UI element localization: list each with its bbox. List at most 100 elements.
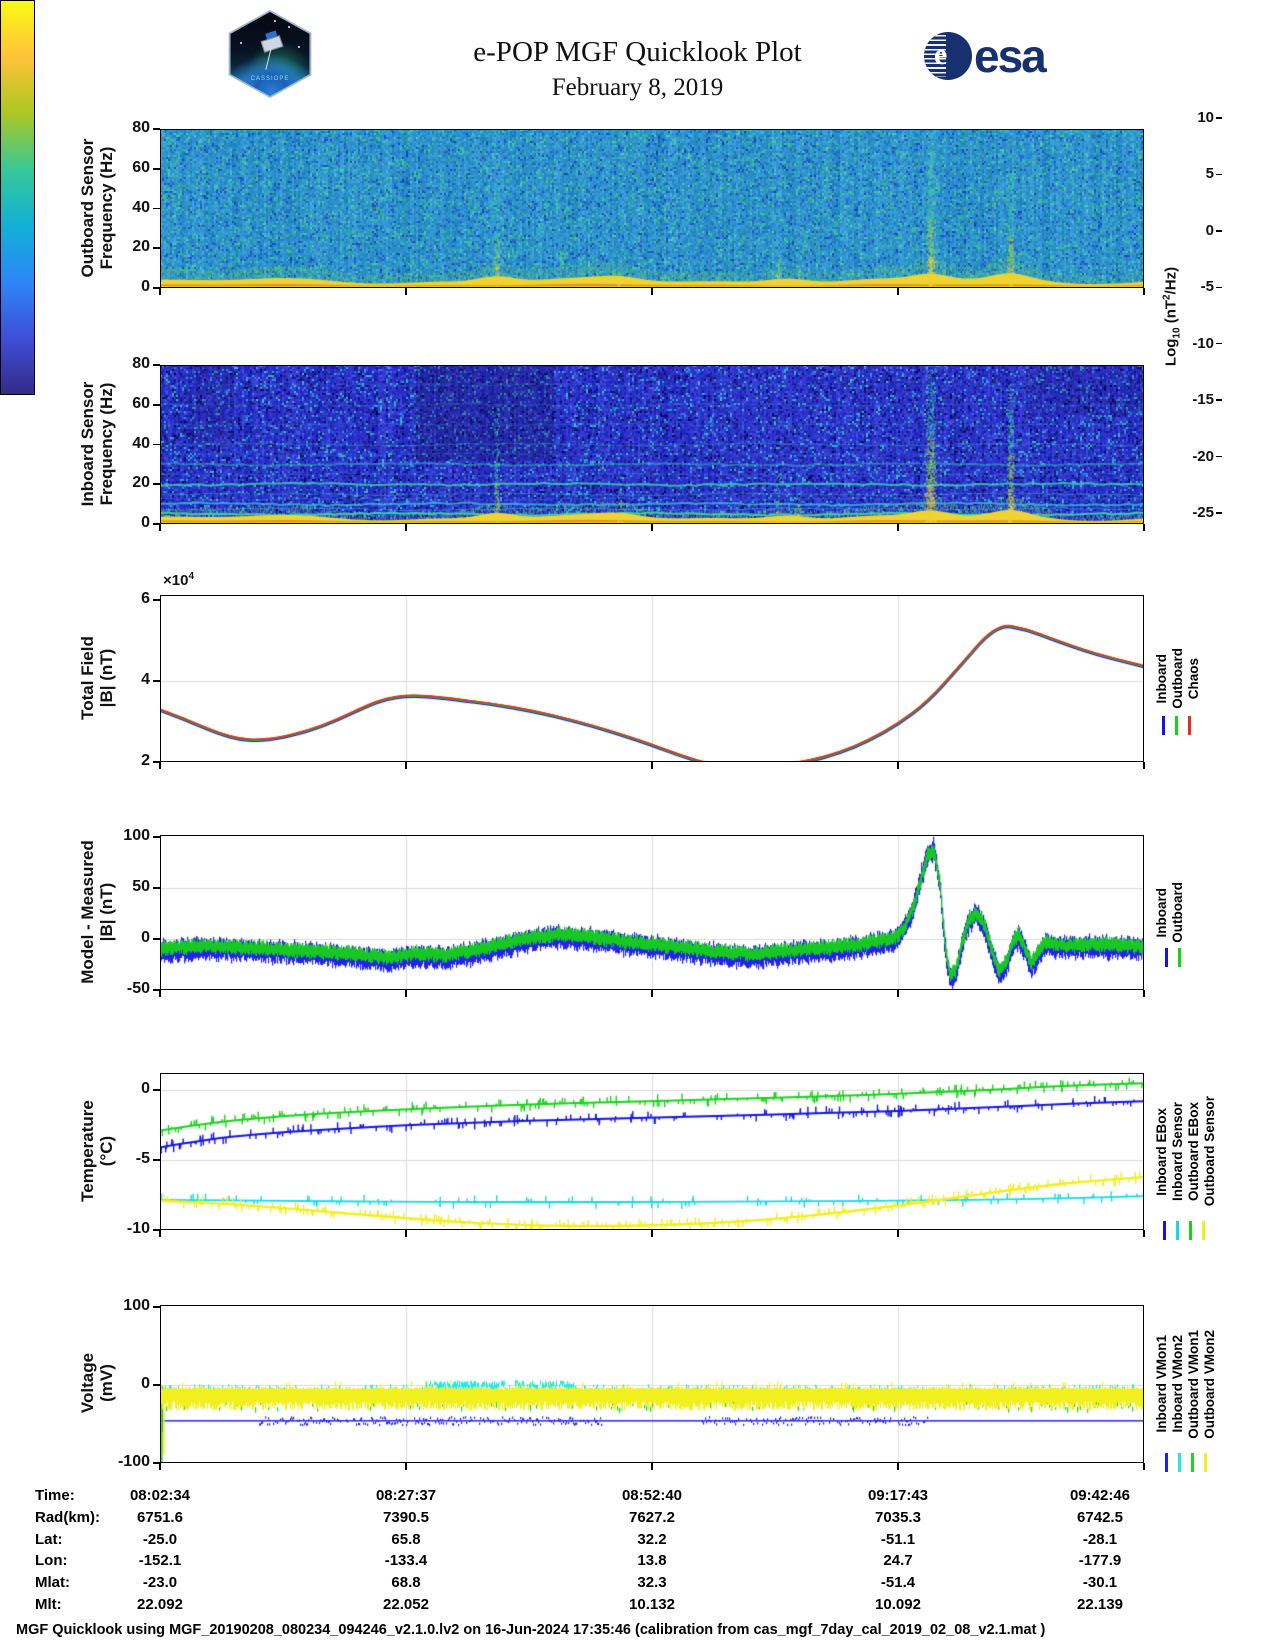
- table-value: -28.1: [1082, 1530, 1118, 1548]
- temperature-plot: [160, 1073, 1144, 1230]
- voltage-xtick-mark: [405, 1463, 407, 1470]
- model-minus-measured-xtick-mark: [1143, 990, 1145, 997]
- temperature-legend: Inboard EBox Inboard Sensor Outboard EBox O…: [1154, 1073, 1217, 1230]
- table-row-label: Time:: [35, 1487, 75, 1504]
- temperature-ytick-label: 0: [141, 1079, 150, 1097]
- table-value: 7390.5: [383, 1508, 429, 1526]
- colorbar-tick-label: 5: [1205, 165, 1214, 183]
- colorbar-tick-mark: [1216, 343, 1222, 345]
- model-minus-measured-ylabel-line: |B| (nT): [97, 882, 116, 941]
- temperature-ytick-label: -5: [135, 1149, 150, 1167]
- table-value: -51.4: [880, 1574, 916, 1592]
- temperature-legend-swatch: [1163, 1221, 1166, 1240]
- inboard-spectrogram-ytick-mark: [153, 523, 160, 525]
- temperature-ytick-label: -10: [126, 1220, 150, 1237]
- inboard-spectrogram-axes-box: [160, 365, 1144, 524]
- model-minus-measured-xtick-mark: [651, 990, 653, 997]
- colorbar-label-part: Log: [1162, 338, 1180, 367]
- total-field-legend: Inboard Outboard Chaos: [1154, 595, 1201, 762]
- outboard-spectrogram-xtick-mark: [405, 288, 407, 295]
- model-minus-measured-xtick-mark: [405, 990, 407, 997]
- outboard-spectrogram-xtick-mark: [1143, 288, 1145, 295]
- esa-logo: e esa: [924, 30, 1047, 82]
- table-value: 09:17:43: [867, 1487, 929, 1504]
- model-minus-measured-xtick-mark: [897, 990, 899, 997]
- table-value: 08:52:40: [621, 1487, 683, 1504]
- outboard-spectrogram-ylabel-line: Outboard Sensor: [78, 138, 97, 277]
- voltage-ytick-label: 100: [123, 1296, 150, 1314]
- inboard-spectrogram-ytick-label: 60: [132, 394, 150, 412]
- model-minus-measured-ylabel-line: Model - Measured: [78, 839, 97, 984]
- colorbar-tick-mark: [1216, 399, 1222, 401]
- temperature-ylabel-line: Temperature: [78, 1099, 97, 1202]
- table-value: 10.092: [875, 1596, 921, 1613]
- temperature-ytick-mark: [153, 1089, 160, 1091]
- voltage-legend-label: Inboard VMon2: [1170, 1335, 1185, 1433]
- table-row-label: Mlt:: [35, 1596, 62, 1613]
- outboard-spectrogram-plot: [160, 129, 1144, 288]
- esa-globe-icon: e: [924, 32, 972, 80]
- colorbar-label-part: /Hz): [1162, 266, 1180, 295]
- voltage-axes-box: [160, 1305, 1144, 1463]
- model-minus-measured-ytick-mark: [153, 836, 160, 838]
- inboard-spectrogram-xtick-mark: [405, 524, 407, 531]
- outboard-spectrogram-xtick-mark: [651, 288, 653, 295]
- table-value: 09:42:46: [1069, 1487, 1131, 1504]
- voltage-xtick-mark: [1143, 1463, 1145, 1470]
- voltage-legend-swatch: [1204, 1453, 1207, 1472]
- colorbar-label: Log10 (nT2/Hz): [1162, 217, 1183, 417]
- table-row-label: Lat:: [35, 1530, 63, 1548]
- voltage-xtick-mark: [651, 1463, 653, 1470]
- total-field-xtick-mark: [159, 762, 161, 769]
- table-value: 6751.6: [137, 1508, 183, 1526]
- outboard-spectrogram-axes-box: [160, 129, 1144, 288]
- table-value: 22.139: [1077, 1596, 1123, 1613]
- table-row-label: Lon:: [35, 1552, 68, 1570]
- temperature-ytick-mark: [153, 1229, 160, 1231]
- voltage-legend-swatch: [1191, 1453, 1194, 1472]
- temperature-legend-swatch: [1189, 1221, 1192, 1240]
- inboard-spectrogram-ytick-label: 20: [132, 474, 150, 492]
- model-minus-measured-ytick-label: 0: [141, 928, 150, 946]
- total-field-legend-swatch: [1175, 716, 1178, 735]
- voltage-ytick-mark: [153, 1384, 160, 1386]
- temperature-axes-box: [160, 1073, 1144, 1230]
- total-field-legend-swatch: [1162, 716, 1165, 735]
- voltage-ytick-mark: [153, 1462, 160, 1464]
- total-field-ytick-label: 2: [141, 752, 150, 769]
- total-field-xtick-mark: [1143, 762, 1145, 769]
- page-date: February 8, 2019: [551, 74, 724, 101]
- total-field-legend-label: Chaos: [1186, 657, 1201, 700]
- page-title: e-POP MGF Quicklook Plot: [473, 36, 802, 68]
- inboard-spectrogram-plot: [160, 365, 1144, 524]
- outboard-spectrogram-ytick-label: 20: [132, 238, 150, 256]
- colorbar-tick-label: 10: [1197, 109, 1214, 126]
- inboard-spectrogram-ytick-mark: [153, 443, 160, 446]
- total-field-ytick-label: 6: [141, 589, 150, 607]
- total-field-xtick-mark: [897, 762, 899, 769]
- voltage-xtick-mark: [159, 1463, 161, 1470]
- model-minus-measured-ytick-label: -50: [126, 980, 150, 997]
- voltage-legend: Inboard VMon1 Inboard VMon2 Outboard VMon1…: [1154, 1305, 1217, 1463]
- table-value: 68.8: [391, 1574, 421, 1592]
- outboard-spectrogram-ytick-mark: [153, 207, 160, 210]
- model-minus-measured-axes-box: [160, 835, 1144, 990]
- colorbar-tick-label: -15: [1192, 391, 1214, 409]
- exp-power: 4: [188, 571, 195, 582]
- colorbar-tick-label: -25: [1192, 504, 1214, 521]
- voltage-ytick-label: -100: [117, 1453, 150, 1470]
- inboard-spectrogram-ytick-label: 40: [132, 434, 150, 452]
- outboard-spectrogram-ytick-mark: [153, 128, 160, 130]
- table-value: 24.7: [883, 1552, 913, 1570]
- inboard-spectrogram-ylabel-line: Inboard Sensor: [78, 381, 97, 506]
- colorbar-tick-mark: [1216, 286, 1222, 288]
- temperature-legend-label: Outboard Sensor: [1202, 1096, 1217, 1207]
- outboard-spectrogram-xtick-mark: [159, 288, 161, 295]
- table-value: -152.1: [138, 1552, 182, 1570]
- table-value: 32.2: [637, 1530, 667, 1548]
- outboard-spectrogram-ytick-label: 80: [132, 119, 150, 136]
- table-value: 32.3: [637, 1574, 667, 1592]
- table-value: 22.092: [137, 1596, 183, 1613]
- table-row-label: Rad(km):: [35, 1508, 101, 1526]
